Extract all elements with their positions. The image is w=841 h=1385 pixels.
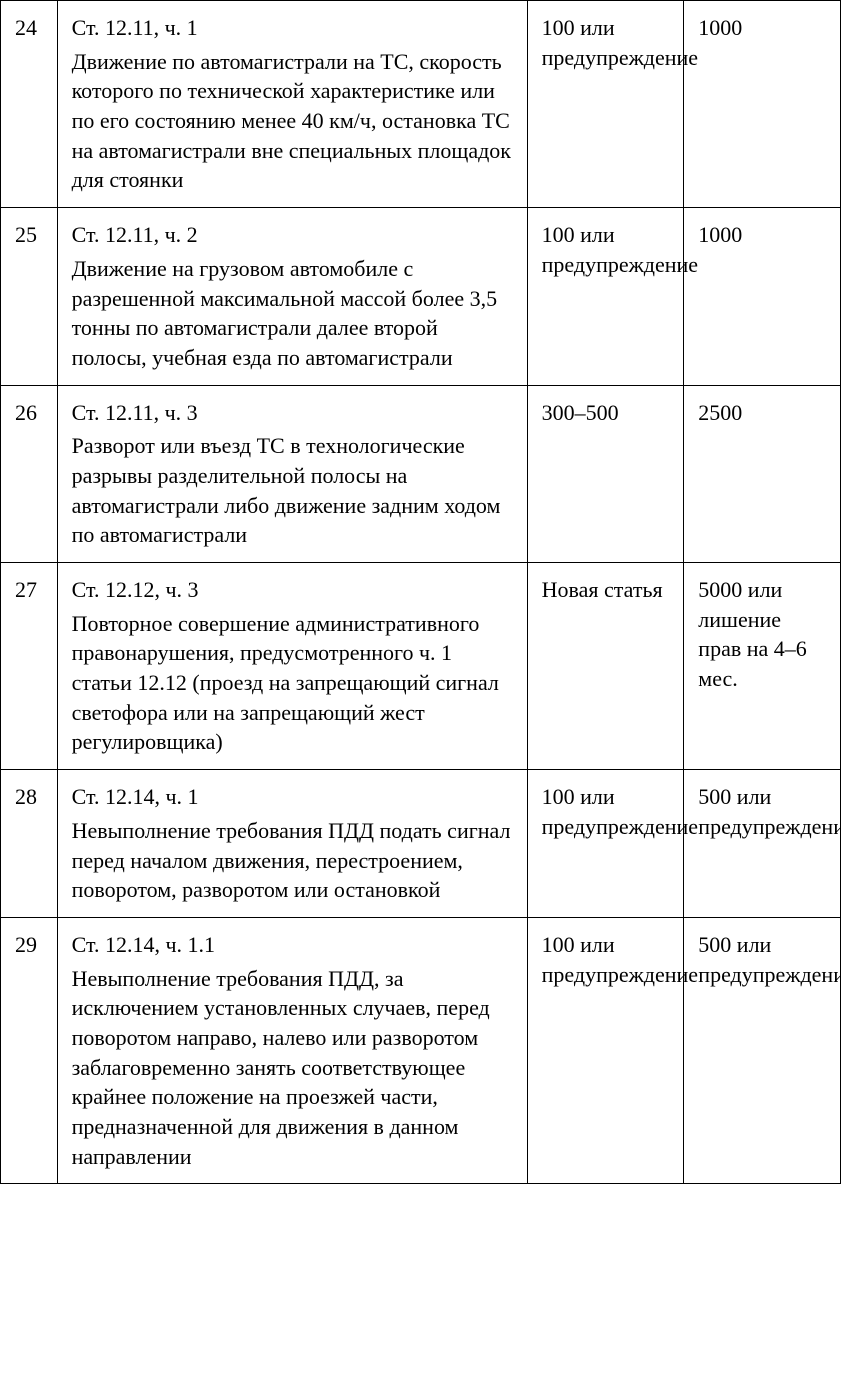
row-description: Ст. 12.11, ч. 1 Движение по автомагистра… [57,1,527,208]
new-penalty: 2500 [684,385,841,562]
article-text: Разворот или въезд ТС в технологические … [72,431,513,550]
article-text: Невыполнение требования ПДД, за исключен… [72,964,513,1172]
old-penalty: 100 или предупреждение [527,208,684,385]
penalties-table: 24 Ст. 12.11, ч. 1 Движение по автомагис… [0,0,841,1184]
table-row: 27 Ст. 12.12, ч. 3 Повторное совершение … [1,563,841,770]
article-ref: Ст. 12.12, ч. 3 [72,575,513,605]
table-body: 24 Ст. 12.11, ч. 1 Движение по автомагис… [1,1,841,1184]
row-number: 29 [1,917,58,1184]
old-penalty: 300–500 [527,385,684,562]
row-description: Ст. 12.14, ч. 1 Невыполнение требования … [57,770,527,918]
row-number: 27 [1,563,58,770]
row-number: 25 [1,208,58,385]
new-penalty: 1000 [684,208,841,385]
new-penalty: 500 или предупреждение [684,770,841,918]
row-description: Ст. 12.11, ч. 3 Разворот или въезд ТС в … [57,385,527,562]
article-ref: Ст. 12.11, ч. 3 [72,398,513,428]
old-penalty: Новая статья [527,563,684,770]
row-number: 28 [1,770,58,918]
row-description: Ст. 12.11, ч. 2 Движение на грузовом авт… [57,208,527,385]
article-ref: Ст. 12.14, ч. 1.1 [72,930,513,960]
table-row: 26 Ст. 12.11, ч. 3 Разворот или въезд ТС… [1,385,841,562]
new-penalty: 1000 [684,1,841,208]
old-penalty: 100 или предупреждение [527,917,684,1184]
new-penalty: 5000 или лишение прав на 4–6 мес. [684,563,841,770]
table-row: 24 Ст. 12.11, ч. 1 Движение по автомагис… [1,1,841,208]
old-penalty: 100 или предупреждение [527,1,684,208]
old-penalty: 100 или предупреждение [527,770,684,918]
table-row: 25 Ст. 12.11, ч. 2 Движение на грузовом … [1,208,841,385]
article-ref: Ст. 12.11, ч. 1 [72,13,513,43]
article-text: Повторное совершение административного п… [72,609,513,757]
row-number: 24 [1,1,58,208]
article-ref: Ст. 12.14, ч. 1 [72,782,513,812]
table-row: 29 Ст. 12.14, ч. 1.1 Невыполнение требов… [1,917,841,1184]
article-ref: Ст. 12.11, ч. 2 [72,220,513,250]
article-text: Движение на грузовом автомобиле с разреш… [72,254,513,373]
row-description: Ст. 12.14, ч. 1.1 Невыполнение требовани… [57,917,527,1184]
article-text: Движение по автомагистрали на ТС, скорос… [72,47,513,195]
article-text: Невыполнение требования ПДД подать сигна… [72,816,513,905]
new-penalty: 500 или предупреждение [684,917,841,1184]
table-row: 28 Ст. 12.14, ч. 1 Невыполнение требован… [1,770,841,918]
row-number: 26 [1,385,58,562]
row-description: Ст. 12.12, ч. 3 Повторное совершение адм… [57,563,527,770]
